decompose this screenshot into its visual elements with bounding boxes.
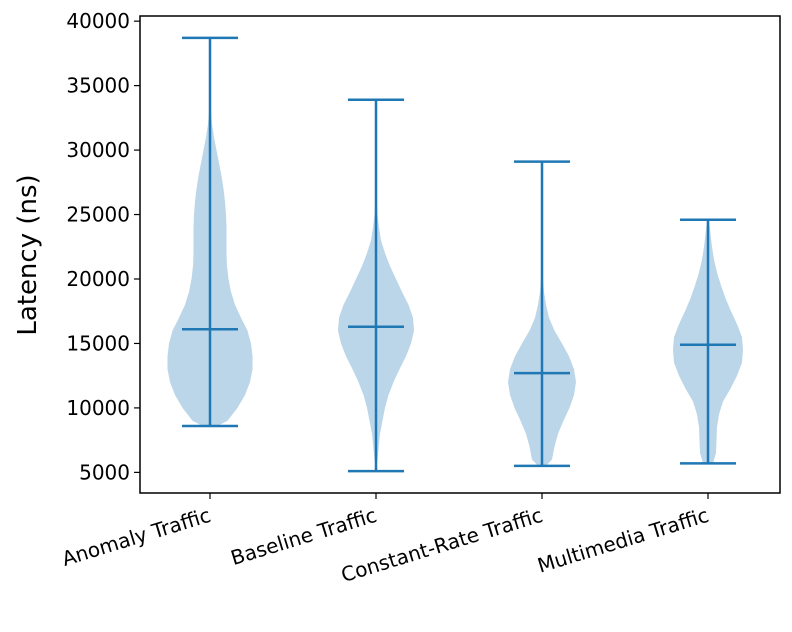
y-tick-label: 25000 [66,203,130,227]
x-axis: Anomaly Traffic Baseline TrafficConstant-… [59,493,711,587]
x-tick-label: Anomaly Traffic [59,503,213,571]
plot-frame [139,15,781,494]
violin-group [508,160,576,468]
violin-group [338,98,414,473]
y-axis: 5000 10000 15000 20000 25000 30000 35000 40000 [66,9,140,484]
y-tick-label: 10000 [66,396,130,420]
violins-layer [167,36,743,473]
y-tick-label: 5000 [79,460,130,484]
y-tick-label: 30000 [66,138,130,162]
y-tick-label: 35000 [66,74,130,98]
y-tick-label: 15000 [66,331,130,355]
y-tick-label: 20000 [66,267,130,291]
x-tick-label: Multimedia Traffic [535,503,712,578]
y-axis-label: Latency (ns) [13,174,43,335]
violin-group [167,36,253,428]
y-tick-label: 40000 [66,9,130,33]
violin-group [673,218,743,465]
